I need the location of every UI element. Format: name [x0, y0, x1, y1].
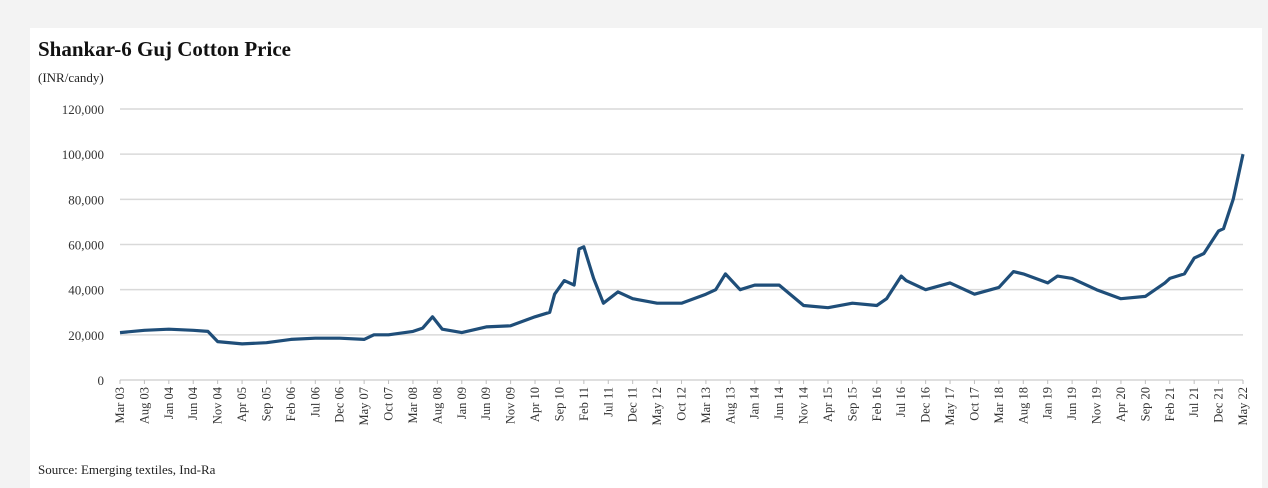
x-tick-label: Mar 18 — [992, 387, 1006, 423]
x-tick-label: Jan 04 — [162, 386, 176, 419]
x-tick-label: Jun 09 — [479, 387, 493, 420]
x-tick-label: May 17 — [943, 387, 957, 426]
x-tick-label: Apr 05 — [235, 387, 249, 422]
x-tick-label: May 12 — [650, 387, 664, 426]
x-tick-label: Aug 18 — [1016, 387, 1030, 424]
y-tick-label: 60,000 — [68, 238, 104, 253]
y-tick-label: 120,000 — [62, 102, 104, 117]
x-tick-label: Sep 15 — [845, 387, 859, 421]
x-tick-label: May 22 — [1236, 387, 1250, 426]
x-tick-label: Jul 16 — [894, 387, 908, 417]
x-tick-label: Oct 12 — [675, 387, 689, 421]
x-tick-label: Jan 09 — [455, 387, 469, 419]
x-tick-label: Apr 20 — [1114, 387, 1128, 422]
x-tick-label: Nov 19 — [1090, 387, 1104, 424]
y-tick-label: 40,000 — [68, 283, 104, 298]
y-tick-label: 80,000 — [68, 192, 104, 207]
chart-title: Shankar-6 Guj Cotton Price — [38, 37, 291, 61]
x-tick-label: May 07 — [357, 387, 371, 426]
x-tick-label: Mar 08 — [406, 387, 420, 423]
x-tick-label: Sep 10 — [552, 387, 566, 421]
x-tick-label: Feb 16 — [870, 387, 884, 421]
price-series-line — [119, 153, 1245, 346]
y-tick-label: 20,000 — [68, 328, 104, 343]
x-tick-label: Jun 14 — [772, 386, 786, 420]
x-tick-label: Jul 06 — [308, 387, 322, 417]
y-tick-label: 100,000 — [62, 147, 104, 162]
x-tick-label: Mar 03 — [113, 387, 127, 423]
x-tick-label: Dec 06 — [333, 387, 347, 423]
y-axis-unit-label: (INR/candy) — [38, 70, 104, 85]
x-tick-label: Nov 04 — [211, 386, 225, 424]
x-tick-label: Jan 19 — [1041, 387, 1055, 419]
x-tick-label: Jul 11 — [601, 387, 615, 417]
x-tick-label: Aug 13 — [723, 387, 737, 424]
x-tick-label: Jul 21 — [1187, 387, 1201, 417]
x-tick-label: Dec 21 — [1212, 387, 1226, 423]
x-tick-label: Dec 16 — [919, 387, 933, 423]
x-tick-label: Mar 13 — [699, 387, 713, 423]
x-tick-label: Jun 04 — [186, 386, 200, 420]
y-tick-label: 0 — [98, 373, 105, 388]
x-tick-label: Nov 14 — [797, 386, 811, 424]
x-tick-label: Feb 21 — [1163, 387, 1177, 421]
x-tick-label: Oct 17 — [967, 387, 981, 421]
x-tick-label: Aug 03 — [137, 387, 151, 424]
chart-panel — [30, 28, 1262, 488]
x-tick-label: Jan 14 — [748, 386, 762, 419]
x-tick-label: Dec 11 — [626, 387, 640, 422]
x-tick-label: Nov 09 — [504, 387, 518, 424]
x-tick-label: Feb 06 — [284, 387, 298, 421]
x-tick-label: Aug 08 — [430, 387, 444, 424]
x-tick-label: Jun 19 — [1065, 387, 1079, 420]
x-tick-label: Apr 15 — [821, 387, 835, 422]
x-tick-label: Sep 20 — [1138, 387, 1152, 421]
source-note: Source: Emerging textiles, Ind-Ra — [38, 462, 216, 477]
x-tick-label: Feb 11 — [577, 387, 591, 421]
x-tick-label: Oct 07 — [382, 387, 396, 421]
x-tick-label: Apr 10 — [528, 387, 542, 422]
x-tick-label: Sep 05 — [259, 387, 273, 421]
